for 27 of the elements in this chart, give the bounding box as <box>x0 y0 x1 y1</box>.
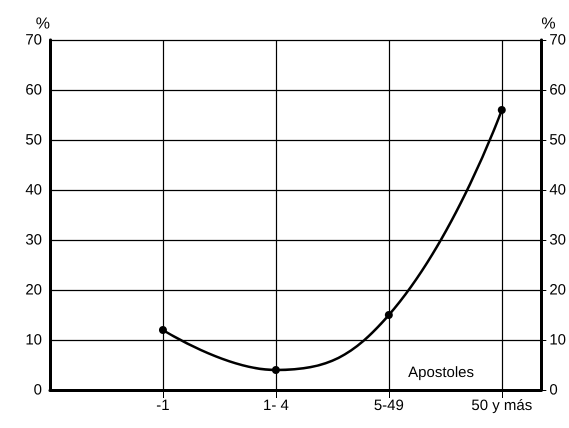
y2-axis-title: % <box>541 16 556 32</box>
y-tick-label: 70 <box>25 32 42 48</box>
y2-tick-label: 50 <box>549 132 566 148</box>
y-tick-label: 20 <box>25 282 42 298</box>
y-axis-title: % <box>36 16 50 32</box>
x-tick-label: 5-49 <box>374 397 404 414</box>
x-tick-label: 1- 4 <box>262 397 289 414</box>
x-tick-label: -1 <box>156 397 170 414</box>
y-tick-label: 30 <box>25 232 42 248</box>
point <box>272 366 280 374</box>
y-tick-label: 60 <box>25 82 42 98</box>
y2-tick-label: 60 <box>549 82 566 98</box>
point <box>384 311 393 319</box>
y2-tick-label: 0 <box>549 382 558 398</box>
x-axis-title: Apostoles <box>408 364 474 381</box>
y2-tick-label: 30 <box>549 232 566 248</box>
y2-tick-label: 10 <box>549 332 566 348</box>
point <box>498 106 506 114</box>
y-tick-label: 40 <box>25 182 42 198</box>
y2-tick-label: 70 <box>549 32 566 48</box>
y2-tick-label: 20 <box>549 282 566 298</box>
y-tick-label: 10 <box>25 332 42 348</box>
y-tick-label: 0 <box>34 382 42 398</box>
y-tick-label: 50 <box>25 132 42 148</box>
point <box>158 326 167 334</box>
x-tick-label: 50 y más <box>471 397 532 414</box>
y2-tick-label: 40 <box>549 182 566 198</box>
